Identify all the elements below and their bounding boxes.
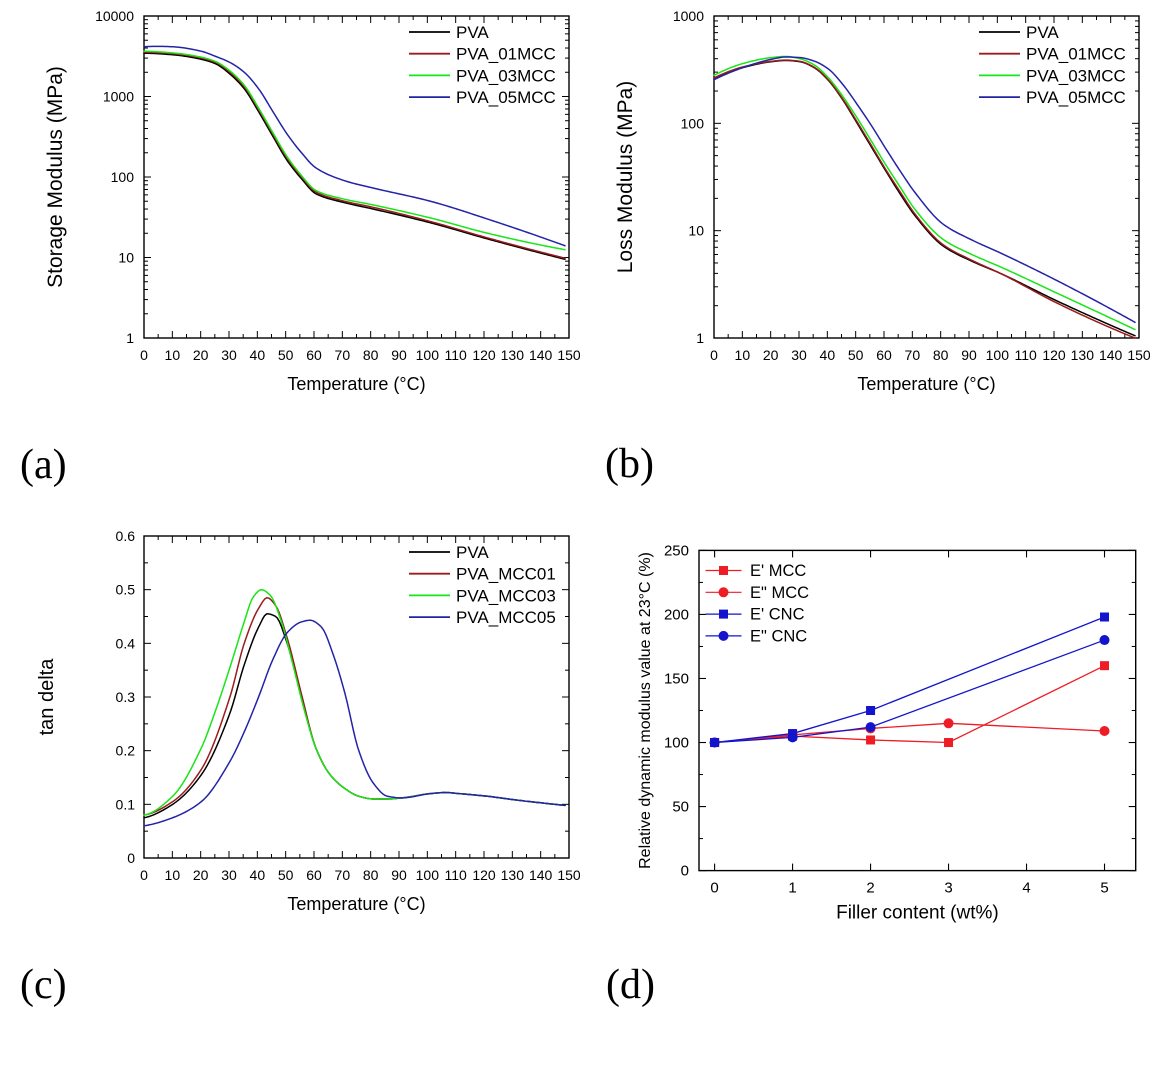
svg-text:PVA_05MCC: PVA_05MCC xyxy=(1026,88,1126,107)
svg-text:PVA: PVA xyxy=(1026,23,1059,42)
svg-text:PVA_MCC03: PVA_MCC03 xyxy=(456,586,556,605)
svg-text:250: 250 xyxy=(664,542,689,559)
svg-text:120: 120 xyxy=(1042,347,1066,363)
svg-text:10: 10 xyxy=(735,347,751,363)
svg-text:0: 0 xyxy=(710,880,718,897)
svg-text:Loss Modulus (MPa): Loss Modulus (MPa) xyxy=(614,81,637,274)
svg-text:30: 30 xyxy=(221,347,237,363)
svg-text:50: 50 xyxy=(278,347,294,363)
svg-text:70: 70 xyxy=(905,347,921,363)
svg-text:PVA_MCC01: PVA_MCC01 xyxy=(456,565,556,584)
svg-text:120: 120 xyxy=(472,347,496,363)
svg-text:130: 130 xyxy=(501,867,525,883)
svg-text:10: 10 xyxy=(165,347,181,363)
svg-text:70: 70 xyxy=(335,347,351,363)
svg-text:150: 150 xyxy=(1127,347,1150,363)
svg-text:60: 60 xyxy=(306,867,322,883)
svg-text:0.2: 0.2 xyxy=(116,743,136,759)
svg-text:130: 130 xyxy=(1071,347,1095,363)
svg-text:E' CNC: E' CNC xyxy=(750,606,805,624)
svg-text:Temperature (°C): Temperature (°C) xyxy=(287,894,425,914)
svg-text:E" MCC: E" MCC xyxy=(750,584,809,602)
svg-text:10000: 10000 xyxy=(95,8,134,24)
svg-text:PVA_03MCC: PVA_03MCC xyxy=(1026,66,1126,85)
svg-text:1000: 1000 xyxy=(103,89,134,105)
svg-text:100: 100 xyxy=(986,347,1010,363)
svg-text:0.5: 0.5 xyxy=(116,582,136,598)
svg-text:Relative dynamic modulus value: Relative dynamic modulus value at 23°C (… xyxy=(637,552,654,869)
svg-text:90: 90 xyxy=(391,347,407,363)
svg-text:1000: 1000 xyxy=(673,8,704,24)
svg-text:Temperature (°C): Temperature (°C) xyxy=(287,374,425,394)
svg-text:1: 1 xyxy=(788,880,796,897)
svg-text:Storage Modulus (MPa): Storage Modulus (MPa) xyxy=(44,66,67,288)
svg-text:tan delta: tan delta xyxy=(36,658,58,736)
svg-text:0: 0 xyxy=(127,850,135,866)
svg-text:120: 120 xyxy=(472,867,496,883)
svg-text:PVA_MCC05: PVA_MCC05 xyxy=(456,608,556,627)
svg-text:100: 100 xyxy=(681,115,705,131)
svg-text:110: 110 xyxy=(445,347,468,363)
svg-text:0: 0 xyxy=(140,347,148,363)
svg-text:PVA: PVA xyxy=(456,23,489,42)
svg-text:0.4: 0.4 xyxy=(116,635,136,651)
svg-text:90: 90 xyxy=(961,347,977,363)
svg-text:E" CNC: E" CNC xyxy=(750,627,807,645)
svg-text:20: 20 xyxy=(763,347,779,363)
svg-text:10: 10 xyxy=(118,250,134,266)
svg-text:60: 60 xyxy=(306,347,322,363)
svg-text:0: 0 xyxy=(681,863,689,880)
svg-text:40: 40 xyxy=(250,867,266,883)
svg-text:2: 2 xyxy=(866,880,874,897)
svg-text:1: 1 xyxy=(696,330,704,346)
svg-text:PVA_01MCC: PVA_01MCC xyxy=(1026,45,1126,64)
svg-text:150: 150 xyxy=(664,670,689,687)
svg-text:PVA: PVA xyxy=(456,543,489,562)
svg-text:20: 20 xyxy=(193,867,209,883)
svg-text:140: 140 xyxy=(529,347,553,363)
svg-text:20: 20 xyxy=(193,347,209,363)
svg-text:30: 30 xyxy=(221,867,237,883)
svg-text:110: 110 xyxy=(445,867,468,883)
svg-text:100: 100 xyxy=(416,867,440,883)
svg-text:110: 110 xyxy=(1015,347,1038,363)
svg-text:80: 80 xyxy=(363,347,379,363)
svg-text:PVA_01MCC: PVA_01MCC xyxy=(456,45,556,64)
svg-text:1: 1 xyxy=(126,330,134,346)
svg-text:40: 40 xyxy=(250,347,266,363)
svg-text:100: 100 xyxy=(111,169,135,185)
svg-text:130: 130 xyxy=(501,347,525,363)
svg-text:50: 50 xyxy=(848,347,864,363)
svg-text:0: 0 xyxy=(710,347,718,363)
svg-text:100: 100 xyxy=(664,735,689,752)
svg-text:0: 0 xyxy=(140,867,148,883)
svg-text:Filler content (wt%): Filler content (wt%) xyxy=(836,903,999,924)
svg-text:30: 30 xyxy=(791,347,807,363)
svg-text:PVA_05MCC: PVA_05MCC xyxy=(456,88,556,107)
svg-text:0.1: 0.1 xyxy=(116,796,136,812)
svg-text:40: 40 xyxy=(820,347,836,363)
svg-text:PVA_03MCC: PVA_03MCC xyxy=(456,66,556,85)
svg-text:100: 100 xyxy=(416,347,440,363)
svg-text:3: 3 xyxy=(944,880,952,897)
svg-text:E' MCC: E' MCC xyxy=(750,562,806,580)
svg-text:90: 90 xyxy=(391,867,407,883)
svg-text:80: 80 xyxy=(933,347,949,363)
svg-text:60: 60 xyxy=(876,347,892,363)
svg-text:140: 140 xyxy=(529,867,553,883)
svg-text:10: 10 xyxy=(165,867,181,883)
svg-text:80: 80 xyxy=(363,867,379,883)
svg-text:200: 200 xyxy=(664,606,689,623)
svg-text:10: 10 xyxy=(688,223,704,239)
svg-text:140: 140 xyxy=(1099,347,1123,363)
svg-text:50: 50 xyxy=(278,867,294,883)
svg-text:4: 4 xyxy=(1022,880,1030,897)
svg-text:0.3: 0.3 xyxy=(116,689,136,705)
svg-text:70: 70 xyxy=(335,867,351,883)
svg-text:0.6: 0.6 xyxy=(116,528,136,544)
svg-text:50: 50 xyxy=(672,799,689,816)
svg-text:5: 5 xyxy=(1100,880,1108,897)
svg-text:Temperature (°C): Temperature (°C) xyxy=(857,374,995,394)
